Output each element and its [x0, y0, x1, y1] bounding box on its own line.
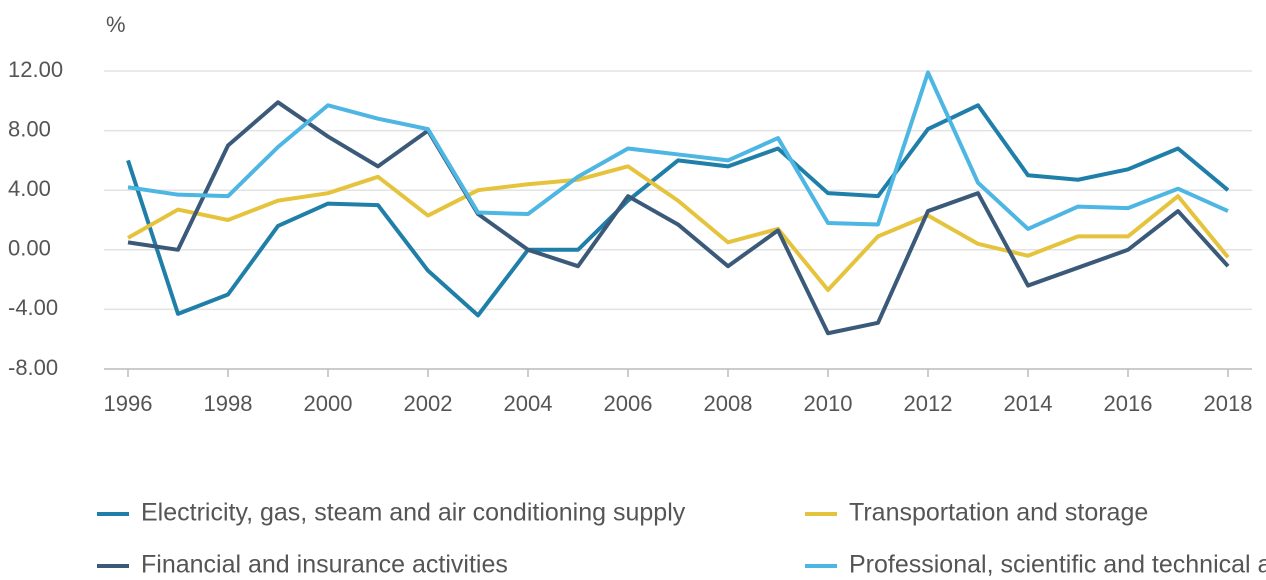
legend-label: Electricity, gas, steam and air conditio…: [141, 499, 686, 527]
x-tick-label: 2002: [404, 391, 453, 416]
x-tick-label: 1998: [204, 391, 253, 416]
x-tick-label: 2016: [1104, 391, 1153, 416]
series-line: [126, 103, 1230, 318]
x-tick-label: 2018: [1204, 391, 1253, 416]
y-tick-label: -8.00: [8, 355, 58, 380]
y-tick-label: -4.00: [8, 295, 58, 320]
x-tick-label: 2014: [1004, 391, 1053, 416]
legend-label: Professional, scientific and technical a…: [849, 551, 1266, 579]
y-tick-label: 0.00: [8, 236, 51, 261]
y-tick-label: 8.00: [8, 116, 51, 141]
x-tick-label: 2000: [304, 391, 353, 416]
x-tick-label: 2008: [704, 391, 753, 416]
x-tick-label: 1996: [104, 391, 153, 416]
x-tick-label: 2006: [604, 391, 653, 416]
series-line: [127, 70, 1229, 231]
legend-label: Transportation and storage: [849, 499, 1148, 527]
legend-label: Financial and insurance activities: [141, 551, 508, 579]
y-tick-label: 12.00: [8, 57, 63, 82]
series-line: [127, 164, 1230, 293]
y-tick-label: 4.00: [8, 176, 51, 201]
x-tick-label: 2012: [904, 391, 953, 416]
y-axis-label: %: [106, 12, 126, 37]
series-line: [127, 100, 1230, 336]
x-tick-label: 2010: [804, 391, 853, 416]
x-tick-label: 2004: [504, 391, 553, 416]
